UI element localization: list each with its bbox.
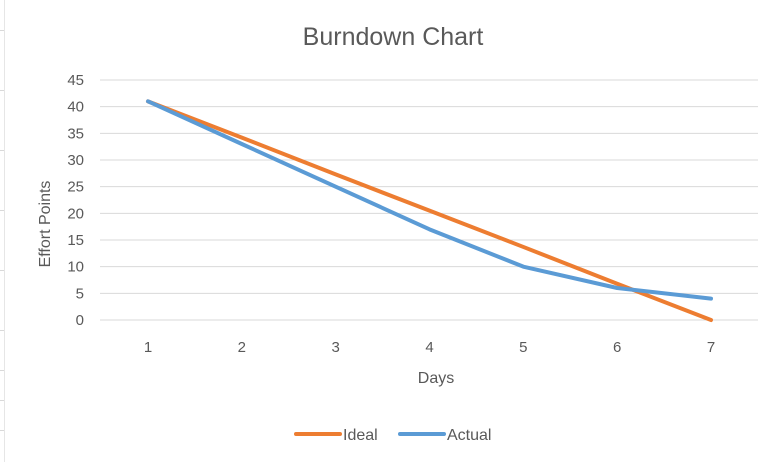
series-lines — [146, 99, 713, 322]
legend: Ideal Actual — [294, 427, 491, 444]
x-tick-label: 2 — [238, 339, 246, 356]
legend-label-actual: Actual — [447, 427, 491, 444]
y-tick-label: 40 — [67, 99, 84, 116]
sheet-edge-tick — [0, 400, 4, 401]
sheet-edge-tick — [0, 270, 4, 271]
sheet-edge-tick — [0, 430, 4, 431]
x-tick-label: 1 — [144, 339, 152, 356]
chart-title: Burndown Chart — [303, 23, 484, 51]
y-tick-label: 30 — [67, 152, 84, 169]
gridlines — [100, 79, 758, 321]
sheet-edge-tick — [0, 30, 4, 31]
sheet-edge — [0, 0, 5, 462]
y-tick-label: 5 — [76, 285, 84, 302]
x-tick-label: 3 — [331, 339, 339, 356]
y-axis-ticks: 0 5 10 15 20 25 30 35 40 45 — [67, 72, 84, 329]
sheet-edge-tick — [0, 150, 4, 151]
series-line-ideal — [146, 99, 713, 322]
x-axis-ticks: 1 2 3 4 5 6 7 — [144, 339, 715, 356]
sheet-edge-tick — [0, 370, 4, 371]
y-tick-label: 20 — [67, 205, 84, 222]
legend-label-ideal: Ideal — [343, 427, 378, 444]
sheet-edge-tick — [0, 210, 4, 211]
sheet-edge-tick — [0, 90, 4, 91]
x-tick-label: 7 — [707, 339, 715, 356]
y-tick-label: 45 — [67, 72, 84, 89]
y-axis-label: Effort Points — [37, 181, 54, 268]
sheet-edge-tick — [0, 330, 4, 331]
y-tick-label: 35 — [67, 125, 84, 142]
x-tick-label: 5 — [519, 339, 527, 356]
y-tick-label: 10 — [67, 259, 84, 276]
x-axis-label: Days — [418, 370, 454, 387]
x-tick-label: 6 — [613, 339, 621, 356]
y-tick-label: 0 — [76, 312, 84, 329]
y-tick-label: 25 — [67, 179, 84, 196]
series-line-actual — [146, 99, 713, 301]
x-tick-label: 4 — [425, 339, 433, 356]
y-tick-label: 15 — [67, 232, 84, 249]
